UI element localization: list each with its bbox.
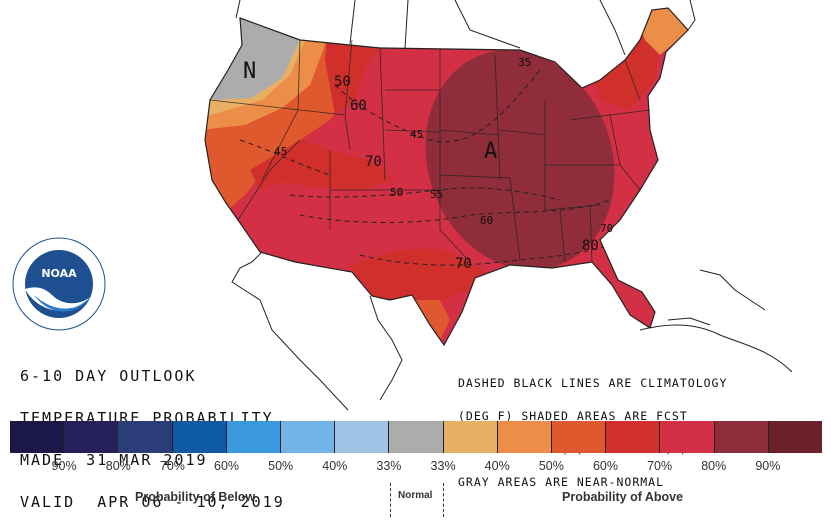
probability-shading: [205, 8, 688, 345]
legend-swatch: [552, 421, 607, 453]
caption-probability-below: Probability of Below: [135, 490, 256, 504]
legend-tick-label: 33%: [376, 459, 402, 473]
above-normal-marker: A: [484, 139, 497, 164]
climatology-label: 70: [455, 256, 472, 272]
legend-swatch: [660, 421, 715, 453]
made-date: MADE 31 MAR 2019: [20, 451, 208, 469]
legend-tick-labels: 90% 80% 70% 60% 50% 40% 33% 33% 40% 50% 60% 70% 80% 9…: [0, 459, 831, 475]
legend-tick-label: 50%: [268, 459, 294, 473]
outlook-title: 6-10 DAY OUTLOOK: [20, 367, 197, 385]
legend-tick-label: 50%: [538, 459, 564, 473]
climatology-label: 50: [390, 186, 403, 199]
note-line: DASHED BLACK LINES ARE CLIMATOLOGY: [458, 376, 728, 390]
caption-normal: Normal: [398, 490, 433, 501]
climatology-label: 80: [582, 238, 599, 254]
neighbor-country-outlines: [231, 0, 793, 411]
legend-swatch: [497, 421, 553, 453]
legend-divider-left: [390, 483, 391, 517]
climatology-label: 50: [334, 74, 351, 90]
legend-tick-label: 90%: [755, 459, 781, 473]
legend-swatch: [281, 421, 336, 453]
us-outline: [204, 7, 689, 347]
state-boundaries: [209, 39, 651, 263]
climatology-label: 35: [518, 56, 531, 69]
legend-tick-label: 70%: [647, 459, 673, 473]
legend-swatch: [335, 421, 390, 453]
climatology-label: 45: [274, 145, 287, 158]
legend-swatch: [714, 421, 769, 453]
legend-tick-label: 70%: [159, 459, 185, 473]
legend-tick-label: 80%: [701, 459, 727, 473]
note-line: GRAY AREAS ARE NEAR-NORMAL: [458, 475, 665, 489]
noaa-wordmark: NOAA: [41, 267, 77, 280]
legend-swatch: [172, 421, 227, 453]
climatology-label: 60: [480, 214, 493, 227]
valid-dates: VALID APR 06 - 10, 2019: [20, 493, 285, 511]
climatology-label: 60: [350, 98, 367, 114]
climatology-label: 70: [365, 154, 382, 170]
legend-tick-label: 60%: [214, 459, 240, 473]
legend-swatch: [443, 421, 498, 453]
legend-divider-right: [443, 483, 444, 517]
climatology-label: 70: [600, 222, 613, 235]
climatology-label: 55: [430, 188, 443, 201]
legend-tick-label: 80%: [105, 459, 131, 473]
near-normal-marker: N: [243, 59, 256, 84]
legend-swatch: [118, 421, 173, 453]
legend-tick-label: 90%: [51, 459, 77, 473]
legend-tick-label: 33%: [430, 459, 456, 473]
legend-swatch: [226, 421, 282, 453]
us-temperature-outlook-map: N A 50 60 45 70 45 50 55 60 70 80 35 70: [204, 0, 793, 411]
climatology-label: 45: [410, 128, 423, 141]
legend-tick-label: 40%: [484, 459, 510, 473]
legend-swatch: [606, 421, 661, 453]
map-labels: N A 50 60 45 70 45 50 55 60 70 80 35 70: [243, 56, 613, 272]
legend-swatch: [389, 421, 444, 453]
caption-probability-above: Probability of Above: [562, 490, 684, 504]
probability-legend: [10, 421, 823, 453]
legend-tick-label: 40%: [322, 459, 348, 473]
noaa-logo-icon: NOAA: [12, 237, 106, 331]
legend-tick-label: 60%: [592, 459, 618, 473]
legend-swatch: [10, 421, 65, 453]
note-line: (DEG F) SHADED AREAS ARE FCST: [458, 409, 688, 423]
legend-swatch: [768, 421, 823, 453]
climatology-contours: [239, 69, 611, 266]
legend-swatch: [64, 421, 119, 453]
